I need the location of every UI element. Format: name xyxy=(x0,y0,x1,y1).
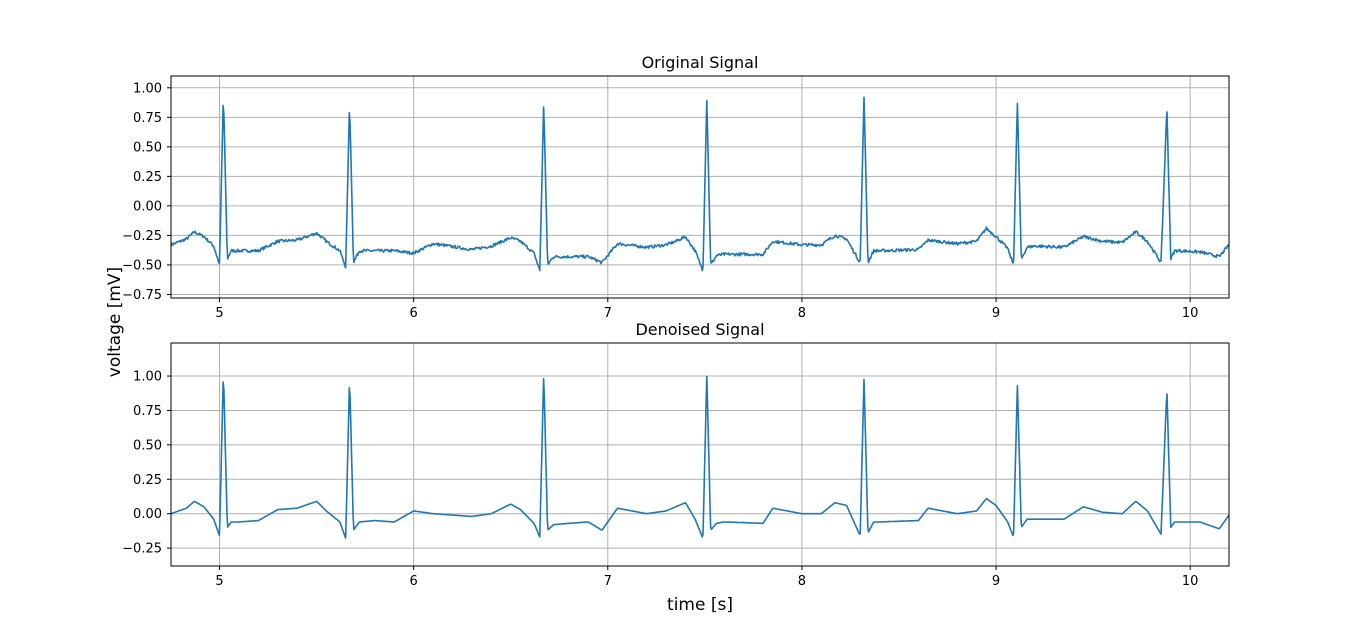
ylabel: voltage [mV] xyxy=(105,267,125,377)
chart-title: Denoised Signal xyxy=(635,320,764,339)
x-tick-label: 10 xyxy=(1182,574,1199,589)
y-tick-label: 1.00 xyxy=(133,81,162,96)
y-tick-label: −0.50 xyxy=(122,258,162,273)
chart-title: Original Signal xyxy=(642,53,759,72)
y-tick-label: 0.75 xyxy=(133,111,162,126)
x-tick-label: 7 xyxy=(604,574,612,589)
x-tick-label: 8 xyxy=(798,574,806,589)
xlabel: time [s] xyxy=(667,595,733,615)
x-tick-label: 10 xyxy=(1182,306,1199,321)
y-tick-label: 1.00 xyxy=(133,370,162,385)
y-tick-label: 0.25 xyxy=(133,473,162,488)
x-tick-label: 8 xyxy=(798,306,806,321)
y-tick-label: 0.25 xyxy=(133,170,162,185)
panel-1: 5 6 7 8 9 10 1.00 0.75 0.50 0.25 0.00 −0.25 −0.50 −0.… xyxy=(122,53,1230,321)
x-tick-label: 5 xyxy=(215,574,223,589)
y-tick-label: 0.00 xyxy=(133,199,162,214)
x-tick-label: 6 xyxy=(410,306,418,321)
y-tick-label: 0.00 xyxy=(133,507,162,522)
x-tick-label: 9 xyxy=(992,306,1000,321)
series-line xyxy=(170,375,1230,539)
x-tick-label: 5 xyxy=(215,306,223,321)
y-tick-label: −0.25 xyxy=(122,229,162,244)
x-tick-label: 7 xyxy=(604,306,612,321)
x-tick-label: 6 xyxy=(410,574,418,589)
y-tick-label: 0.50 xyxy=(133,438,162,453)
panel-2: 5 6 7 8 9 10 1.00 0.75 0.50 0.25 0.00 −0.25 Denoised… xyxy=(122,320,1230,589)
y-tick-label: 0.50 xyxy=(133,140,162,155)
x-tick-label: 9 xyxy=(992,574,1000,589)
plot-frame xyxy=(170,75,1230,299)
y-tick-label: −0.75 xyxy=(122,288,162,303)
plot-frame xyxy=(170,342,1230,567)
series-line xyxy=(170,96,1230,272)
y-tick-label: 0.75 xyxy=(133,404,162,419)
y-tick-label: −0.25 xyxy=(122,542,162,557)
